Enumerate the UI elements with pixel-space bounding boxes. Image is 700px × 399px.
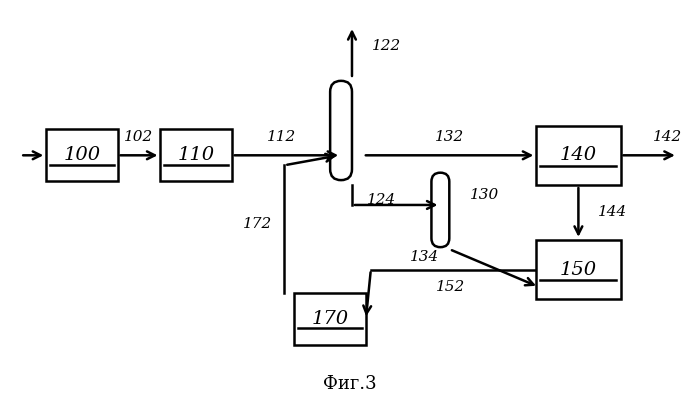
Text: Фиг.3: Фиг.3 — [323, 375, 377, 393]
Text: 122: 122 — [372, 39, 401, 53]
Bar — [341, 92, 363, 169]
Text: 170: 170 — [312, 310, 349, 328]
Ellipse shape — [440, 229, 458, 247]
Bar — [295, 293, 366, 345]
Text: 152: 152 — [436, 280, 466, 294]
Ellipse shape — [341, 81, 363, 103]
Text: 150: 150 — [560, 261, 597, 279]
Ellipse shape — [341, 158, 363, 180]
Ellipse shape — [440, 173, 458, 191]
FancyBboxPatch shape — [431, 173, 449, 247]
Text: 100: 100 — [63, 146, 100, 164]
Text: 140: 140 — [560, 146, 597, 164]
Text: 134: 134 — [410, 250, 440, 264]
Text: 144: 144 — [598, 205, 627, 219]
Bar — [46, 130, 118, 181]
Bar — [440, 182, 458, 238]
Bar — [536, 126, 621, 185]
Text: 112: 112 — [267, 130, 296, 144]
Text: 124: 124 — [367, 193, 396, 207]
Text: 172: 172 — [244, 217, 272, 231]
Text: 142: 142 — [653, 130, 682, 144]
Text: 132: 132 — [435, 130, 464, 144]
Bar — [536, 240, 621, 299]
Text: 110: 110 — [178, 146, 215, 164]
Text: 130: 130 — [470, 188, 499, 202]
FancyBboxPatch shape — [330, 81, 352, 180]
Text: 102: 102 — [125, 130, 153, 144]
Bar — [160, 130, 232, 181]
